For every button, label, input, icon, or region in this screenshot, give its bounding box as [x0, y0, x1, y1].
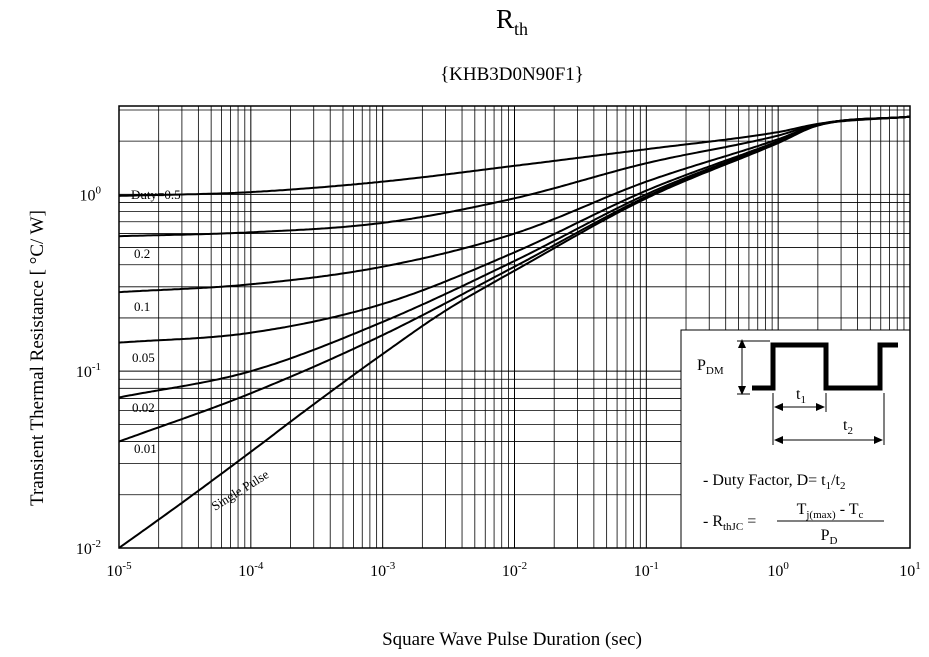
- t2-label-sub: 2: [847, 425, 853, 437]
- y-tick-base: 10: [76, 541, 92, 558]
- rth-num-sub: j(max): [805, 509, 836, 521]
- rth-formula-lhs: - RthJC =: [703, 513, 756, 533]
- duty-factor-prefix: - Duty Factor, D= t: [703, 472, 826, 489]
- rth-numerator: Tj(max) - Tc: [797, 501, 864, 521]
- series-line-0: [118, 115, 911, 197]
- pdm-label-base: P: [697, 357, 706, 374]
- x-tick-base: 10: [238, 563, 254, 580]
- duty-factor-sub1: 1: [826, 480, 832, 492]
- series-label-duty-001: 0.01: [134, 441, 157, 456]
- x-tick-base: 10: [634, 563, 650, 580]
- x-tick-exp: -3: [386, 560, 396, 572]
- series-line-2: [118, 115, 911, 294]
- x-tick-label: 10-5: [106, 560, 132, 580]
- duty-factor-mid: /t: [831, 472, 840, 489]
- pdm-label: PDM: [697, 357, 724, 377]
- y-tick-label: 100: [80, 184, 102, 204]
- x-tick-exp: 1: [915, 560, 921, 572]
- t2-label: t2: [843, 417, 853, 437]
- t2-label-base: t: [843, 417, 848, 434]
- y-tick-base: 10: [76, 364, 92, 381]
- x-tick-label: 10-3: [370, 560, 396, 580]
- series-lines: [118, 115, 911, 549]
- x-tick-base: 10: [502, 563, 518, 580]
- x-tick-exp: -1: [650, 560, 659, 572]
- rth-denominator: PD: [821, 527, 838, 547]
- y-tick-exp: -1: [92, 361, 101, 373]
- x-tick-base: 10: [106, 563, 122, 580]
- x-tick-exp: -2: [518, 560, 527, 572]
- rth-num-mid: - T: [836, 501, 859, 518]
- rth-den-sub: D: [829, 535, 837, 547]
- chart-subtitle: {KHB3D0N90F1}: [440, 64, 584, 85]
- y-tick-exp: 0: [96, 184, 102, 196]
- plot-frame: [118, 105, 911, 549]
- x-tick-label: 100: [767, 560, 789, 580]
- x-tick-base: 10: [899, 563, 915, 580]
- series-label-duty-02: 0.2: [134, 246, 150, 261]
- rth-num-sub2: c: [859, 509, 864, 521]
- x-tick-label: 10-2: [502, 560, 527, 580]
- pdm-arrow-head-bottom: [738, 386, 746, 395]
- series-label-duty-005: 0.05: [132, 350, 155, 365]
- t1-label: t1: [796, 386, 806, 406]
- pulse-waveform: [752, 342, 898, 391]
- x-tick-exp: -4: [254, 560, 264, 572]
- rth-num-t: T: [797, 501, 807, 518]
- chart-title-sub: th: [514, 19, 528, 39]
- rth-eq: =: [743, 513, 756, 530]
- y-tick-label: 10-1: [76, 361, 101, 381]
- x-tick-label: 10-1: [634, 560, 659, 580]
- inset-legend-box: PDM t1 t2 - Duty Factor, D= t1/t2 - RthJ…: [680, 329, 911, 549]
- series-line-1: [118, 115, 911, 238]
- x-tick-exp: 0: [783, 560, 789, 572]
- duty-factor-sub2: 2: [840, 480, 846, 492]
- y-tick-base: 10: [80, 187, 96, 204]
- y-axis-label: Transient Thermal Resistance [ °C/ W]: [27, 210, 48, 506]
- x-tick-label: 101: [899, 560, 921, 580]
- t1-label-sub: 1: [800, 394, 806, 406]
- rth-den: P: [821, 527, 830, 544]
- y-tick-label: 10-2: [76, 538, 101, 558]
- series-label-duty-002: 0.02: [132, 400, 155, 415]
- chart-title-main: R: [496, 4, 514, 34]
- pdm-arrow-head-top: [738, 339, 746, 348]
- rth-prefix: - R: [703, 513, 723, 530]
- x-tick-exp: -5: [122, 560, 132, 572]
- chart-title: Rth: [496, 4, 528, 39]
- x-tick-base: 10: [767, 563, 783, 580]
- series-label-duty-05: Duty=0.5: [131, 187, 181, 202]
- series-line-6: [118, 115, 911, 549]
- series-label-single-pulse: Single Pulse: [209, 466, 272, 513]
- x-tick-label: 10-4: [238, 560, 264, 580]
- series-label-duty-01: 0.1: [134, 299, 150, 314]
- x-axis-label: Square Wave Pulse Duration (sec): [382, 629, 642, 650]
- pdm-label-sub: DM: [706, 365, 724, 377]
- y-tick-exp: -2: [92, 538, 101, 550]
- rth-prefix-sub: thJC: [723, 521, 743, 533]
- x-tick-base: 10: [370, 563, 386, 580]
- t1-label-base: t: [796, 386, 801, 403]
- duty-factor-text: - Duty Factor, D= t1/t2: [703, 472, 845, 492]
